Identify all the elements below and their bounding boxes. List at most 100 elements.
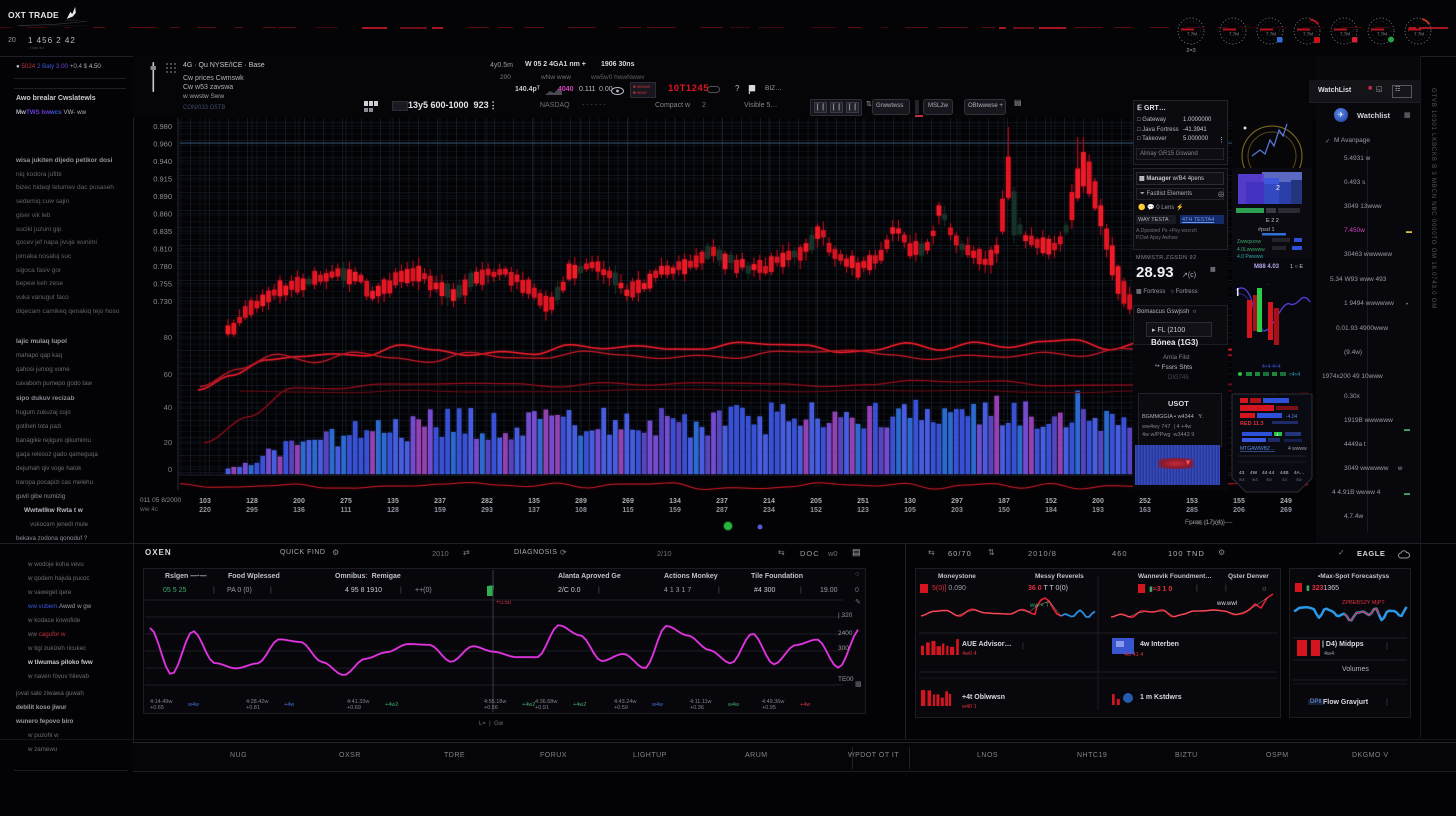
svg-text:135: 135	[528, 498, 540, 505]
svg-text:130: 130	[904, 498, 916, 505]
svg-text:163: 163	[1139, 507, 1151, 514]
svg-text:1: 1	[1276, 432, 1279, 437]
svg-text:206: 206	[1233, 507, 1245, 514]
svg-text:4.0Lwwwww: 4.0Lwwwww	[1237, 247, 1265, 253]
svg-text:137: 137	[528, 507, 540, 514]
svg-text:193: 193	[1092, 507, 1104, 514]
svg-text:136: 136	[293, 507, 305, 514]
svg-text:285: 285	[1186, 507, 1198, 514]
svg-text:4w: 4w	[1266, 477, 1273, 482]
svg-text:152: 152	[810, 507, 822, 514]
svg-text:#psd 1: #psd 1	[1258, 227, 1275, 233]
svg-text:ww 4c: ww 4c	[139, 506, 159, 513]
svg-text:4 wwww: 4 wwww	[1288, 446, 1307, 452]
svg-text:128: 128	[246, 498, 258, 505]
svg-text:≈4≈4: ≈4≈4	[1289, 372, 1300, 378]
svg-text:0.980: 0.980	[153, 122, 172, 131]
svg-text:-4.04: -4.04	[1286, 414, 1298, 420]
svg-text:M88 4.03: M88 4.03	[1254, 264, 1280, 270]
svg-text:293: 293	[481, 507, 493, 514]
svg-text:105: 105	[904, 507, 916, 514]
svg-text:200: 200	[1092, 498, 1104, 505]
svg-text:200: 200	[293, 498, 305, 505]
svg-text:287: 287	[716, 507, 728, 514]
svg-text:2: 2	[1276, 185, 1280, 192]
svg-text:234: 234	[763, 507, 775, 514]
svg-text:0.915: 0.915	[153, 175, 172, 184]
svg-text:108: 108	[575, 507, 587, 514]
svg-text:159: 159	[434, 507, 446, 514]
svg-text:011 05 8/2000: 011 05 8/2000	[140, 497, 181, 504]
svg-text:155: 155	[1233, 498, 1245, 505]
svg-text:20: 20	[164, 438, 172, 447]
svg-text:214: 214	[763, 498, 775, 505]
svg-text:4.0 Pwwww: 4.0 Pwwww	[1237, 254, 1264, 258]
svg-text:4×4·4×4: 4×4·4×4	[1262, 364, 1281, 370]
svg-text:187: 187	[998, 498, 1010, 505]
svg-text:0.890: 0.890	[153, 192, 172, 201]
svg-text:103: 103	[199, 498, 211, 505]
svg-text:159: 159	[669, 507, 681, 514]
svg-text:40: 40	[164, 403, 172, 412]
svg-text:0.730: 0.730	[153, 297, 172, 306]
svg-text:7.7M: 7.7M	[1229, 32, 1239, 37]
svg-text:152: 152	[1045, 498, 1057, 505]
svg-text:7.7M: 7.7M	[1187, 32, 1197, 37]
svg-text:0.960: 0.960	[153, 140, 172, 149]
svg-text:1 ○ E: 1 ○ E	[1290, 264, 1303, 270]
svg-text:E 2 2: E 2 2	[1266, 218, 1279, 224]
svg-text:MTGAWWBZ…: MTGAWWBZ…	[1240, 446, 1275, 452]
svg-text:153: 153	[1186, 498, 1198, 505]
svg-text:128: 128	[387, 507, 399, 514]
svg-text:0.835: 0.835	[153, 227, 172, 236]
svg-text:184: 184	[1045, 507, 1057, 514]
svg-text:115: 115	[622, 507, 633, 514]
svg-text:0.810: 0.810	[153, 245, 172, 254]
svg-text:289: 289	[575, 498, 587, 505]
svg-text:2=3: 2=3	[1186, 48, 1195, 54]
svg-text:7.7M: 7.7M	[1340, 32, 1350, 37]
svg-text:111: 111	[341, 507, 352, 514]
svg-text:251: 251	[857, 498, 869, 505]
svg-text:220: 220	[199, 507, 211, 514]
svg-text:135: 135	[387, 498, 399, 505]
svg-text:237: 237	[434, 498, 446, 505]
svg-text:44·44: 44·44	[1262, 470, 1275, 476]
svg-text:297: 297	[951, 498, 963, 505]
svg-text:7.7M: 7.7M	[1266, 32, 1276, 37]
svg-text:7.7M: 7.7M	[1414, 32, 1424, 37]
svg-text:237: 237	[716, 498, 728, 505]
svg-text:0: 0	[168, 465, 172, 474]
svg-text:134: 134	[669, 498, 681, 505]
svg-text:252: 252	[1139, 498, 1151, 505]
svg-text:4w: 4w	[1296, 477, 1303, 482]
svg-text:80: 80	[164, 333, 172, 342]
svg-text:0.780: 0.780	[153, 262, 172, 271]
svg-text:4W: 4W	[1250, 470, 1258, 476]
svg-text:44: 44	[1282, 477, 1288, 482]
svg-text:w4: w4	[1252, 477, 1258, 482]
svg-text:7.7M: 7.7M	[1303, 32, 1313, 37]
svg-text:43: 43	[1239, 470, 1245, 476]
svg-text:0.860: 0.860	[153, 210, 172, 219]
svg-text:7.7M: 7.7M	[1377, 32, 1387, 37]
svg-text:203: 203	[951, 507, 963, 514]
svg-text:4A…: 4A…	[1294, 470, 1305, 476]
svg-text:249: 249	[1280, 498, 1292, 505]
svg-text:w4: w4	[1239, 477, 1245, 482]
svg-text:44B: 44B	[1280, 470, 1289, 476]
svg-text:1=45 0-0-10: 1=45 0-0-10	[1188, 520, 1224, 527]
svg-text:269: 269	[622, 498, 634, 505]
svg-text:0.940: 0.940	[153, 157, 172, 166]
svg-text:60: 60	[164, 370, 172, 379]
svg-text:205: 205	[810, 498, 822, 505]
svg-text:282: 282	[481, 498, 493, 505]
svg-text:269: 269	[1280, 507, 1292, 514]
svg-text:150: 150	[998, 507, 1010, 514]
svg-text:RED 11.3: RED 11.3	[1240, 421, 1264, 427]
svg-text:0.755: 0.755	[153, 280, 172, 289]
svg-text:295: 295	[246, 507, 258, 514]
svg-text:123: 123	[857, 507, 869, 514]
svg-text:Zwwqxxxw: Zwwqxxxw	[1237, 239, 1262, 245]
svg-text:275: 275	[340, 498, 352, 505]
